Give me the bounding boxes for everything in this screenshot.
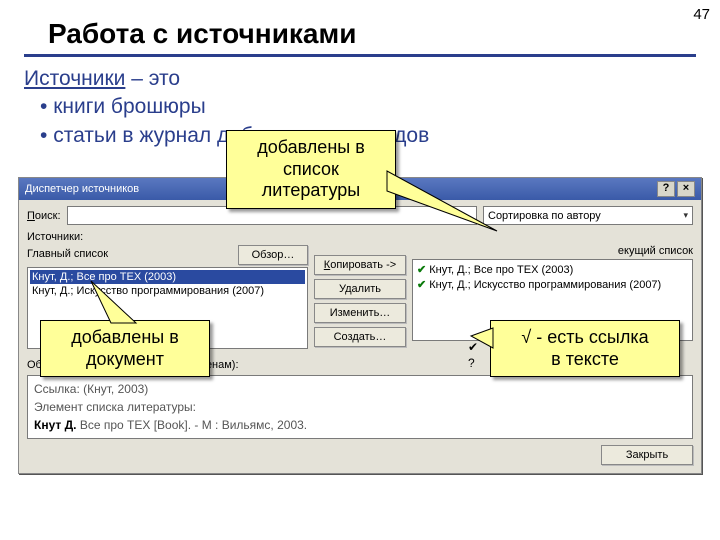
sources-label: Источники: bbox=[27, 231, 308, 243]
search-label: Поиск: bbox=[27, 210, 61, 222]
example-line-1: Ссылка: (Кнут, 2003) bbox=[34, 380, 686, 398]
callout-top: добавлены всписоклитературы bbox=[226, 130, 396, 209]
list-item[interactable]: Кнут, Д.; Искусство программирования (20… bbox=[30, 284, 305, 298]
browse-button[interactable]: Обзор… bbox=[238, 245, 308, 265]
list-item[interactable]: ✔Кнут, Д.; Искусство программирования (2… bbox=[415, 277, 690, 292]
sort-select[interactable]: Сортировка по автору ▾ bbox=[483, 206, 693, 225]
delete-button[interactable]: Удалить bbox=[314, 279, 406, 299]
example-box: Ссылка: (Кнут, 2003) Элемент списка лите… bbox=[27, 375, 693, 439]
copy-button[interactable]: Копировать -> bbox=[314, 255, 406, 275]
intro-underlined: Источники bbox=[24, 67, 125, 90]
close-x-button[interactable]: × bbox=[677, 181, 695, 197]
current-list-label: екущий список bbox=[412, 245, 693, 257]
close-button[interactable]: Закрыть bbox=[601, 445, 693, 465]
help-button[interactable]: ? bbox=[657, 181, 675, 197]
page-number: 47 bbox=[693, 6, 710, 23]
list-item[interactable]: Кнут, Д.; Все про TEX (2003) bbox=[30, 270, 305, 284]
edit-button[interactable]: Изменить… bbox=[314, 303, 406, 323]
example-line-2: Элемент списка литературы: bbox=[34, 398, 686, 416]
callout-right: √ - есть ссылкав тексте bbox=[490, 320, 680, 377]
master-list-label: Главный список bbox=[27, 248, 108, 260]
example-line-3: Кнут Д. Все про TEX [Book]. - М : Вильям… bbox=[34, 416, 686, 434]
create-button[interactable]: Создать… bbox=[314, 327, 406, 347]
callout-left: добавлены вдокумент bbox=[40, 320, 210, 377]
check-icon: ✔ bbox=[417, 279, 426, 291]
list-item[interactable]: ✔Кнут, Д.; Все про TEX (2003) bbox=[415, 262, 690, 277]
slide-title: Работа с источниками bbox=[24, 0, 696, 57]
check-icon: ✔ bbox=[417, 264, 426, 276]
bullet-1: книги брошюры bbox=[40, 93, 696, 121]
chevron-down-icon: ▾ bbox=[683, 210, 688, 221]
